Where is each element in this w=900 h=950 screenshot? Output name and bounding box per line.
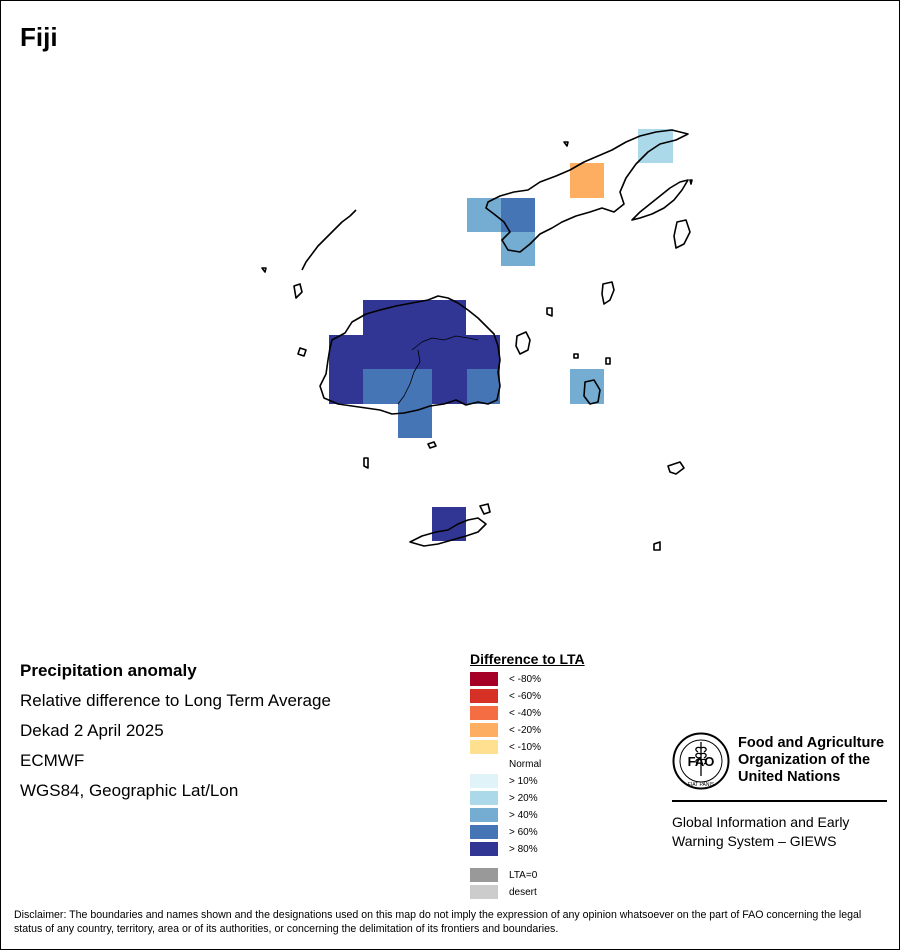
coastline-island [427,441,437,449]
coastline-island [673,219,691,249]
coastlines [261,129,693,551]
giews-line: Warning System – GIEWS [672,833,837,849]
org-name-line: Organization of the [738,752,871,768]
anomaly-cell [467,369,500,404]
legend-label: > 80% [509,844,538,855]
legend-item: > 40% [470,807,585,824]
legend-label: > 20% [509,793,538,804]
legend-item: desert [470,884,585,901]
legend-label: > 10% [509,776,538,787]
legend-item: < -40% [470,705,585,722]
org-name-line: United Nations [738,769,841,785]
legend-items: < -80% < -60% < -40% < -20% < -10% Normal > 10… [470,671,585,858]
legend-extra: LTA=0 desert [470,867,585,901]
legend-item: < -60% [470,688,585,705]
emblem-motto: FIAT PANIS [688,782,715,788]
anomaly-cell [638,129,673,163]
info-line: WGS84, Geographic Lat/Lon [20,781,239,800]
legend-item: < -80% [470,671,585,688]
coastline-island [573,353,579,359]
anomaly-cell [329,335,500,369]
legend-label: Normal [509,759,542,770]
org-name-line: Food and Agriculture [738,735,885,751]
anomaly-cell [432,369,467,404]
legend-label: > 40% [509,810,538,821]
legend-swatch [470,791,498,805]
coastline-island [515,331,531,355]
anomaly-cells [329,129,673,541]
info-line: Relative difference to Long Term Average [20,691,331,710]
legend-swatch [470,672,498,686]
legend-swatch [470,868,498,882]
legend-item: LTA=0 [470,867,585,884]
info-line: ECMWF [20,751,85,770]
legend-swatch [470,825,498,839]
legend-item: > 80% [470,841,585,858]
legend-item: < -10% [470,739,585,756]
legend-item: > 60% [470,824,585,841]
legend-swatch [470,885,498,899]
legend-label: > 60% [509,827,538,838]
emblem-text: FAO [688,754,715,769]
legend-swatch [470,706,498,720]
legend-swatch [470,808,498,822]
anomaly-cell [363,300,466,335]
coastline-island [667,461,685,475]
coastline-island [563,141,569,147]
giews-name: Global Information and Early Warning Sys… [672,813,849,851]
anomaly-cell [329,369,363,404]
anomaly-cell [432,507,466,541]
legend-label: < -60% [509,691,541,702]
legend-item: Normal [470,756,585,773]
map-info: Precipitation anomaly Relative differenc… [20,656,331,806]
legend-label: < -80% [509,674,541,685]
legend-swatch [470,842,498,856]
coastline-yasawa [301,209,357,271]
legend-item: > 10% [470,773,585,790]
country-title: Fiji [20,22,58,52]
coastline-vanua-levu [485,129,689,253]
coastline-island [605,357,611,365]
legend-swatch [470,740,498,754]
legend-item: < -20% [470,722,585,739]
legend-swatch [470,723,498,737]
disclaimer: Disclaimer: The boundaries and names sho… [14,909,862,935]
legend-swatch [470,757,498,771]
anomaly-cell [398,404,432,438]
legend-label: LTA=0 [509,870,538,881]
legend-label: < -20% [509,725,541,736]
info-heading: Precipitation anomaly [20,661,197,680]
anomaly-map [261,129,693,551]
org-name: Food and Agriculture Organization of the… [738,735,884,786]
coastline-island [583,379,601,405]
coastline-island [363,457,369,469]
legend-label: desert [509,887,537,898]
divider [672,800,887,802]
legend-item: > 20% [470,790,585,807]
legend-label: < -40% [509,708,541,719]
coastline-island [689,179,693,185]
coastline-island [546,307,553,317]
legend-label: < -10% [509,742,541,753]
fao-emblem-icon: FAO FIAT PANIS [672,732,730,790]
legend-swatch [470,689,498,703]
coastline-island [297,347,307,357]
info-line: Dekad 2 April 2025 [20,721,164,740]
coastline-kadavu [409,517,487,547]
legend-title: Difference to LTA [470,651,585,667]
coastline-taveuni [631,179,689,221]
coastline-island [293,283,303,299]
coastline-island [261,267,267,273]
coastline-viti-levu [319,295,501,415]
legend: Difference to LTA < -80% < -60% < -40% < -2… [470,651,585,901]
anomaly-cell [570,163,604,198]
legend-swatch [470,774,498,788]
giews-line: Global Information and Early [672,814,850,830]
division-boundary [397,335,479,405]
coastline-island [653,541,661,551]
coastline-island [601,281,615,305]
anomaly-cell [363,369,432,404]
coastline-island [479,503,491,515]
anomaly-cell [501,232,535,266]
